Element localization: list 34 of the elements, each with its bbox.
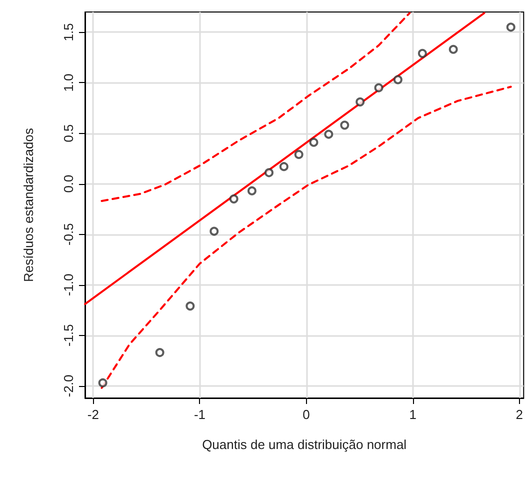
point	[506, 22, 516, 32]
point	[294, 150, 304, 159]
point	[264, 168, 274, 178]
point	[247, 186, 256, 196]
y-tick-label: -1.5	[61, 324, 76, 347]
y-tick-label: 0.5	[61, 124, 76, 142]
x-tick-label: 2	[516, 407, 523, 422]
x-tick-label: 1	[409, 407, 416, 422]
point	[98, 378, 108, 388]
y-tick-label: -2.0	[61, 374, 76, 398]
point	[393, 75, 402, 84]
point	[418, 48, 427, 58]
point	[448, 44, 458, 54]
y-tick-label: 1.5	[61, 23, 76, 42]
point	[309, 138, 318, 147]
x-tick-label: 0	[302, 407, 310, 422]
point	[229, 194, 238, 204]
point	[324, 130, 334, 139]
point	[186, 302, 195, 311]
point	[356, 97, 365, 106]
x-tick-label: -2	[87, 407, 99, 422]
x-tick-label: -1	[194, 407, 206, 422]
y-axis-title: Resíduos estandardizados	[21, 128, 36, 282]
point	[155, 348, 164, 358]
x-axis-title: Quantis de uma distribuição normal	[202, 437, 407, 452]
y-tick-label: -0.5	[61, 223, 76, 246]
point	[374, 83, 384, 92]
point	[279, 162, 288, 172]
point	[340, 120, 350, 130]
line-series	[100, 12, 411, 202]
y-tick-label: 0.0	[61, 174, 76, 193]
point	[210, 226, 219, 236]
y-tick-label: -1.0	[61, 274, 76, 296]
y-tick-label: 1.0	[61, 74, 76, 92]
